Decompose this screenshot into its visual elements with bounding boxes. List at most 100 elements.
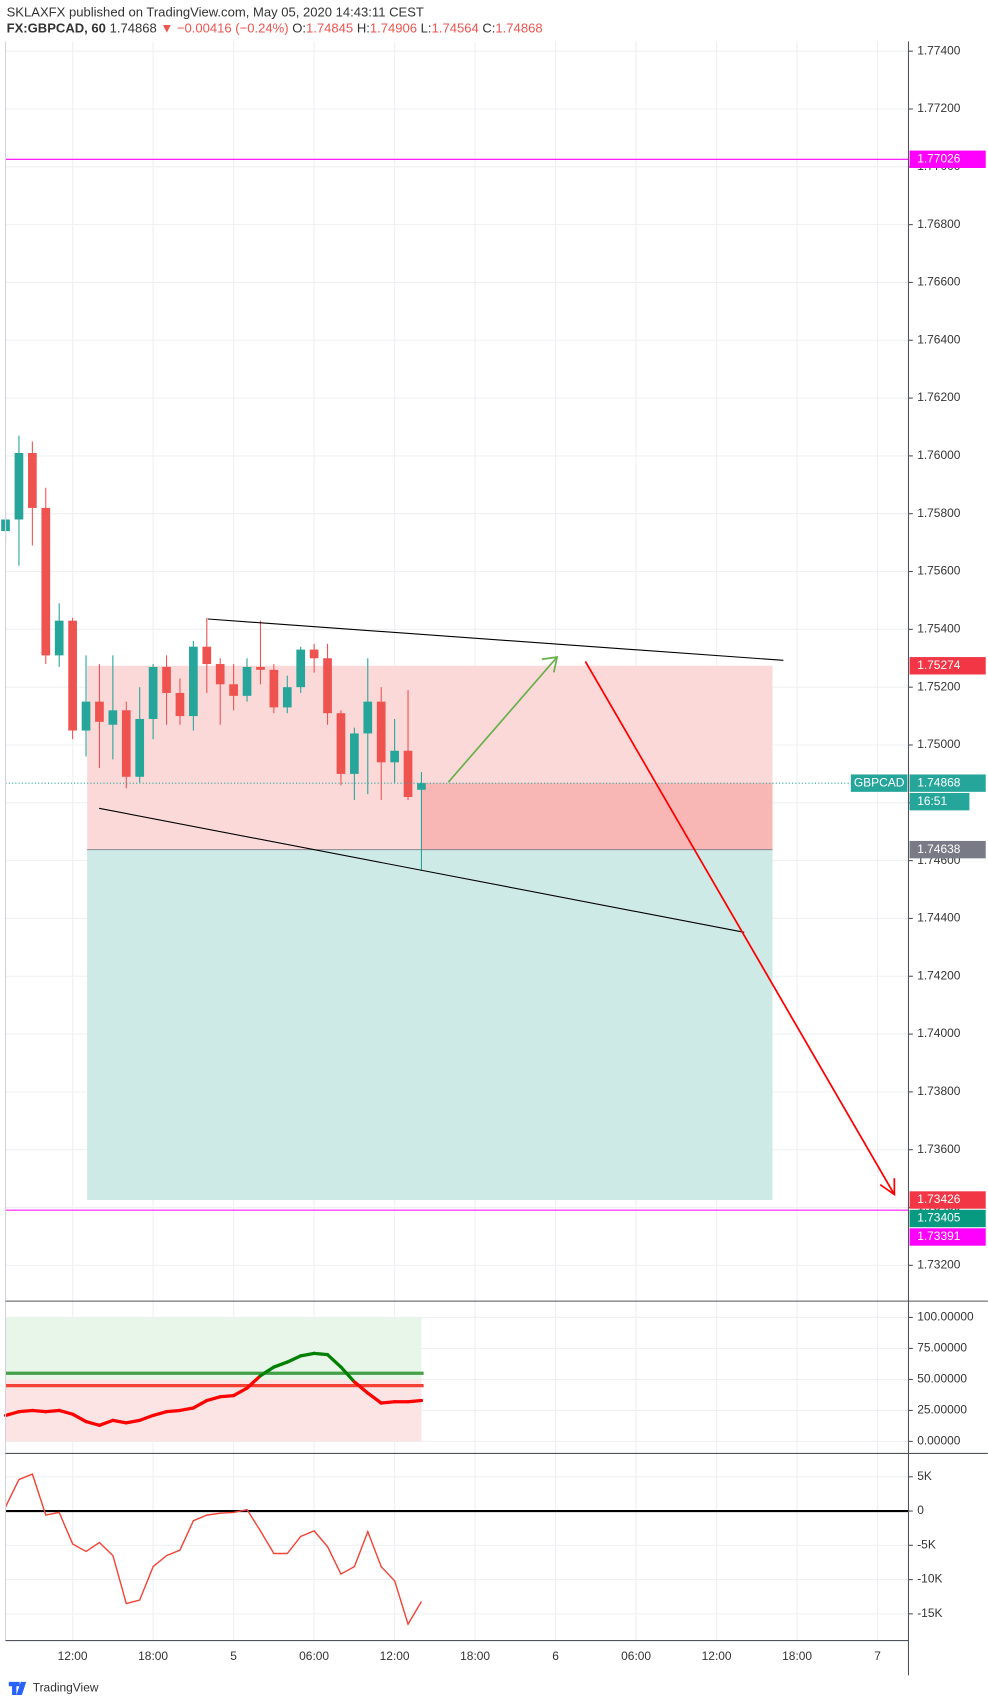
indicator-segment bbox=[164, 1408, 182, 1414]
candle-body bbox=[309, 649, 319, 659]
y-tick-label: 50.00000 bbox=[917, 1372, 967, 1386]
indicator-segment bbox=[17, 1408, 34, 1414]
frame bbox=[4, 41, 988, 1676]
indicator-segment bbox=[272, 1360, 289, 1369]
last-price: 1.74868 bbox=[110, 21, 157, 36]
indicator-segment bbox=[84, 1419, 102, 1427]
y-tick-label: 1.74000 bbox=[917, 1026, 961, 1040]
indicator-segment bbox=[124, 1418, 142, 1425]
y-tick-label: 1.73200 bbox=[917, 1258, 961, 1272]
candle-body bbox=[296, 649, 306, 688]
price-tag-label: 1.74868 bbox=[917, 775, 961, 789]
candle-body bbox=[121, 710, 131, 777]
symbol-tag bbox=[850, 774, 908, 792]
indicator-segment bbox=[339, 1365, 357, 1384]
indicator-segment bbox=[258, 1365, 276, 1378]
x-tick-label: 5 bbox=[230, 1649, 237, 1663]
indicator-segment bbox=[218, 1393, 236, 1399]
price-tag-label: 1.73405 bbox=[917, 1211, 961, 1225]
y-tick-label: 1.75000 bbox=[917, 737, 961, 751]
candle-body bbox=[417, 783, 426, 790]
candle-body bbox=[189, 646, 198, 717]
y-tick-label: 1.76200 bbox=[917, 390, 961, 404]
ohlc-value: 1.74564 bbox=[432, 21, 479, 36]
y-tick-label: 1.76000 bbox=[917, 448, 961, 462]
candle-body bbox=[363, 701, 373, 734]
drawings bbox=[98, 618, 896, 1197]
candle-body bbox=[41, 507, 51, 656]
candle-body bbox=[54, 620, 64, 656]
y-tick-label: 1.75800 bbox=[917, 506, 961, 520]
y-tick-label: 5K bbox=[917, 1469, 932, 1483]
indicator-segment bbox=[312, 1351, 330, 1357]
indicator-segment bbox=[97, 1418, 115, 1427]
candle-body bbox=[390, 750, 399, 763]
price-tag-label: 1.77026 bbox=[917, 151, 961, 165]
y-tick-label: 1.76400 bbox=[917, 332, 961, 346]
ohlc-value: 1.74868 bbox=[495, 21, 542, 36]
price-tag-label: 1.73426 bbox=[917, 1192, 961, 1206]
candle-body bbox=[162, 666, 171, 693]
candle-body bbox=[229, 684, 238, 696]
candle-body bbox=[202, 646, 212, 665]
y-tick-label: 0.00000 bbox=[917, 1434, 961, 1448]
price-tag bbox=[909, 657, 986, 675]
trend-line bbox=[207, 618, 784, 661]
arrow-head bbox=[541, 656, 559, 673]
labels: 12:00 18:00 5 06:00 12:00 18:00 6 06:00 12:00 18:… bbox=[58, 43, 986, 1663]
indicator-segment bbox=[151, 1410, 169, 1418]
footer-logo: TradingView bbox=[8, 1681, 99, 1695]
x-tick-label: 12:00 bbox=[702, 1649, 732, 1663]
footer-text: TradingView bbox=[33, 1681, 99, 1695]
x-tick-label: 7 bbox=[874, 1649, 881, 1663]
y-tick-label: 1.77400 bbox=[917, 43, 961, 57]
indicator-segment bbox=[138, 1413, 155, 1422]
header-line: SKLAXFX published on TradingView.com, Ma… bbox=[7, 5, 424, 20]
price-tag-label: 1.74638 bbox=[917, 842, 961, 856]
band bbox=[5, 1379, 422, 1442]
ohlc-key: C: bbox=[482, 21, 495, 36]
x-tick-label: 18:00 bbox=[782, 1649, 812, 1663]
candle-body bbox=[68, 620, 77, 731]
indicator-segment bbox=[191, 1398, 209, 1410]
indicator-segment bbox=[325, 1353, 343, 1369]
candle-body bbox=[376, 701, 386, 763]
price-tag bbox=[909, 1191, 986, 1209]
y-tick-label: 1.74400 bbox=[917, 911, 961, 925]
candle-body bbox=[242, 666, 252, 696]
ohlc-key: H: bbox=[357, 21, 370, 36]
ohlc-key: O: bbox=[292, 21, 306, 36]
y-tick-label: 1.74200 bbox=[917, 968, 961, 982]
y-tick-label: -15K bbox=[917, 1606, 942, 1620]
indicator-segment bbox=[245, 1374, 263, 1390]
candle-body bbox=[14, 453, 24, 520]
indicator-segment bbox=[299, 1351, 316, 1358]
marks bbox=[1, 158, 909, 1626]
price-tag bbox=[909, 1209, 986, 1228]
candle-body bbox=[28, 453, 37, 508]
x-tick-label: 06:00 bbox=[621, 1649, 651, 1663]
candle-body bbox=[282, 687, 292, 708]
y-tick-label: 1.73600 bbox=[917, 1142, 961, 1156]
open-loss-zone bbox=[421, 783, 773, 850]
y-tick-label: 1.76600 bbox=[917, 275, 961, 289]
candle-body bbox=[336, 713, 346, 774]
y-tick-label: 25.00000 bbox=[917, 1403, 967, 1417]
candle-body bbox=[256, 666, 265, 670]
position-zones bbox=[5, 665, 773, 1442]
candle-body bbox=[350, 733, 359, 774]
indicator-segment bbox=[3, 1410, 21, 1418]
y-tick-label: -10K bbox=[917, 1572, 942, 1586]
price-tag-label: 1.73391 bbox=[917, 1229, 961, 1243]
header-quote: FX:GBPCAD, 60 1.74868 ▼ −0.00416 (−0.24%… bbox=[7, 21, 543, 36]
arrow-head bbox=[879, 1178, 896, 1197]
candle-body bbox=[269, 669, 279, 708]
candle-body bbox=[323, 658, 332, 714]
x-tick-label: 18:00 bbox=[460, 1649, 490, 1663]
y-tick-label: 1.75200 bbox=[917, 679, 961, 693]
ohlc-value: 1.74906 bbox=[370, 21, 417, 36]
price-tag-label: 1.75274 bbox=[917, 658, 961, 672]
indicator-segment bbox=[352, 1380, 370, 1395]
